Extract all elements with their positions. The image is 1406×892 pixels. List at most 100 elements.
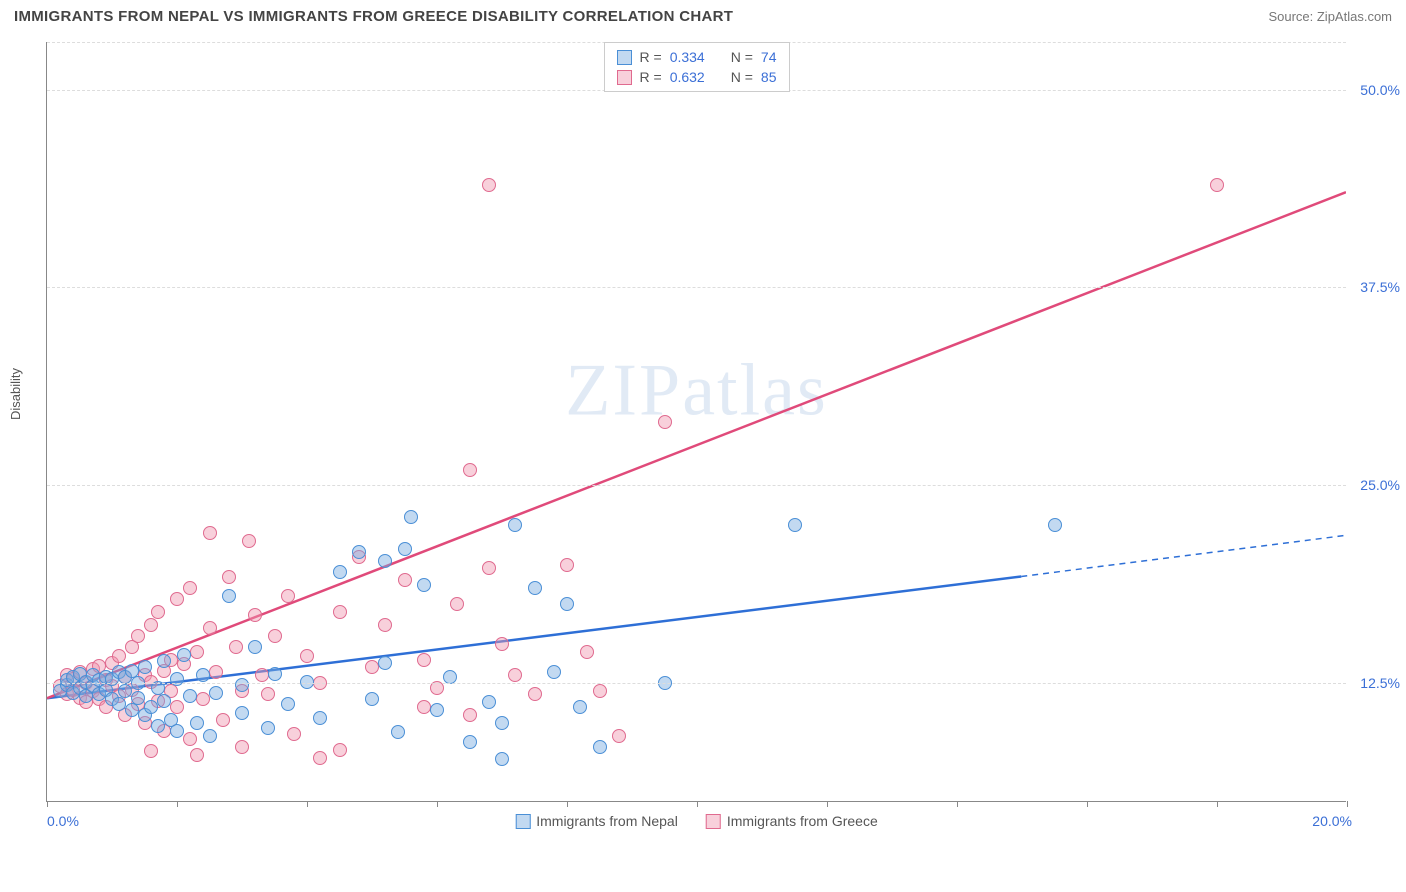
nepal-scatter-point <box>235 706 249 720</box>
n-label: N = <box>731 49 753 65</box>
nepal-scatter-point <box>300 675 314 689</box>
x-tick-mark <box>827 801 828 807</box>
chart-plot-area: ZIPatlas 12.5%25.0%37.5%50.0% 0.0% 20.0%… <box>46 42 1346 802</box>
nepal-scatter-point <box>1048 518 1062 532</box>
grid-line <box>47 287 1346 288</box>
greece-scatter-point <box>378 618 392 632</box>
nepal-scatter-point <box>378 554 392 568</box>
r-label: R = <box>640 69 662 85</box>
y-tick-label: 12.5% <box>1360 675 1400 691</box>
nepal-scatter-point <box>463 735 477 749</box>
x-tick-mark <box>307 801 308 807</box>
greece-scatter-point <box>1210 178 1224 192</box>
greece-scatter-point <box>190 645 204 659</box>
greece-scatter-point <box>417 653 431 667</box>
nepal-scatter-point <box>547 665 561 679</box>
nepal-scatter-point <box>183 689 197 703</box>
nepal-scatter-point <box>118 684 132 698</box>
legend-item-greece: Immigrants from Greece <box>706 813 878 829</box>
nepal-scatter-point <box>177 648 191 662</box>
greece-scatter-point <box>482 178 496 192</box>
nepal-scatter-point <box>788 518 802 532</box>
x-tick-mark <box>1347 801 1348 807</box>
nepal-scatter-point <box>196 668 210 682</box>
greece-scatter-point <box>313 751 327 765</box>
greece-scatter-point <box>203 526 217 540</box>
greece-scatter-point <box>190 748 204 762</box>
r-label: R = <box>640 49 662 65</box>
greece-scatter-point <box>183 581 197 595</box>
greece-scatter-point <box>248 608 262 622</box>
greece-scatter-point <box>287 727 301 741</box>
watermark-text: ZIPatlas <box>565 349 828 434</box>
greece-scatter-point <box>528 687 542 701</box>
nepal-scatter-point <box>281 697 295 711</box>
nepal-scatter-point <box>404 510 418 524</box>
nepal-scatter-point <box>443 670 457 684</box>
x-tick-mark <box>177 801 178 807</box>
greece-scatter-point <box>144 618 158 632</box>
greece-scatter-point <box>463 463 477 477</box>
grid-line <box>47 485 1346 486</box>
nepal-scatter-point <box>417 578 431 592</box>
y-tick-label: 37.5% <box>1360 279 1400 295</box>
greece-scatter-point <box>658 415 672 429</box>
stats-legend-box: R = 0.334 N = 74 R = 0.632 N = 85 <box>604 42 790 92</box>
nepal-scatter-point <box>378 656 392 670</box>
greece-scatter-point <box>300 649 314 663</box>
x-tick-mark <box>1217 801 1218 807</box>
nepal-scatter-point <box>593 740 607 754</box>
series-legend: Immigrants from Nepal Immigrants from Gr… <box>515 813 878 829</box>
chart-title: IMMIGRANTS FROM NEPAL VS IMMIGRANTS FROM… <box>14 8 733 25</box>
y-tick-label: 25.0% <box>1360 477 1400 493</box>
greece-scatter-point <box>593 684 607 698</box>
stats-row-nepal: R = 0.334 N = 74 <box>617 47 777 67</box>
nepal-swatch-icon <box>515 814 530 829</box>
n-label: N = <box>731 69 753 85</box>
nepal-scatter-point <box>482 695 496 709</box>
nepal-scatter-point <box>560 597 574 611</box>
nepal-scatter-point <box>573 700 587 714</box>
greece-scatter-point <box>333 743 347 757</box>
greece-scatter-point <box>268 629 282 643</box>
nepal-regression-line-dashed <box>1021 535 1346 576</box>
greece-scatter-point <box>216 713 230 727</box>
nepal-scatter-point <box>261 721 275 735</box>
legend-item-nepal: Immigrants from Nepal <box>515 813 678 829</box>
nepal-r-value: 0.334 <box>670 49 705 65</box>
greece-n-value: 85 <box>761 69 777 85</box>
greece-scatter-point <box>203 621 217 635</box>
nepal-scatter-point <box>508 518 522 532</box>
greece-regression-line <box>47 192 1346 698</box>
nepal-scatter-point <box>268 667 282 681</box>
greece-scatter-point <box>183 732 197 746</box>
greece-scatter-point <box>560 558 574 572</box>
greece-scatter-point <box>235 740 249 754</box>
nepal-scatter-point <box>157 694 171 708</box>
y-tick-label: 50.0% <box>1360 82 1400 98</box>
greece-scatter-point <box>209 665 223 679</box>
nepal-scatter-point <box>313 711 327 725</box>
greece-series-label: Immigrants from Greece <box>727 813 878 829</box>
greece-scatter-point <box>261 687 275 701</box>
nepal-scatter-point <box>144 700 158 714</box>
greece-scatter-point <box>463 708 477 722</box>
x-tick-mark <box>957 801 958 807</box>
nepal-scatter-point <box>248 640 262 654</box>
greece-scatter-point <box>612 729 626 743</box>
stats-row-greece: R = 0.632 N = 85 <box>617 67 777 87</box>
greece-scatter-point <box>131 629 145 643</box>
nepal-scatter-point <box>203 729 217 743</box>
x-tick-mark <box>567 801 568 807</box>
nepal-scatter-point <box>151 719 165 733</box>
y-axis-label: Disability <box>8 368 23 420</box>
nepal-scatter-point <box>190 716 204 730</box>
greece-scatter-point <box>482 561 496 575</box>
greece-scatter-point <box>170 592 184 606</box>
greece-scatter-point <box>365 660 379 674</box>
nepal-scatter-point <box>131 691 145 705</box>
nepal-n-value: 74 <box>761 49 777 65</box>
nepal-scatter-point <box>528 581 542 595</box>
greece-scatter-point <box>450 597 464 611</box>
source-attribution: Source: ZipAtlas.com <box>1268 9 1392 24</box>
